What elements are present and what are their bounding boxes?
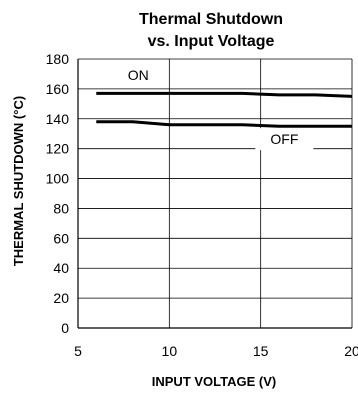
y-tick-label-40: 40 <box>53 260 69 276</box>
y-tick-label-60: 60 <box>53 230 69 246</box>
y-tick-label-0: 0 <box>61 320 69 336</box>
y-tick-label-120: 120 <box>46 141 70 157</box>
x-axis-label: INPUT VOLTAGE (V) <box>152 374 276 389</box>
y-tick-label-180: 180 <box>46 51 70 67</box>
y-tick-label-20: 20 <box>53 290 69 306</box>
plot-area: 0 20 40 60 80 100 120 140 160 180 5 10 15 20 ON OFF <box>46 51 358 359</box>
x-tick-label-10: 10 <box>162 343 178 359</box>
series-line-1 <box>96 120 352 128</box>
chart-title-line-1: Thermal Shutdown <box>139 11 283 28</box>
annotation-bg-1 <box>255 128 314 151</box>
annotation-off: OFF <box>270 131 298 147</box>
x-tick-label-5: 5 <box>74 343 82 359</box>
y-tick-label-100: 100 <box>46 171 70 187</box>
y-tick-label-140: 140 <box>46 111 70 127</box>
annotation-bg-0 <box>114 63 163 86</box>
series-line-0 <box>96 91 353 98</box>
x-tick-label-15: 15 <box>253 343 269 359</box>
annotation-on: ON <box>128 67 149 83</box>
y-tick-label-80: 80 <box>53 200 69 216</box>
chart-title-line-2: vs. Input Voltage <box>148 33 275 50</box>
x-tick-label-20: 20 <box>344 343 358 359</box>
y-axis-label: THERMAL SHUTDOWN (°C) <box>11 96 26 266</box>
y-tick-label-160: 160 <box>46 81 70 97</box>
